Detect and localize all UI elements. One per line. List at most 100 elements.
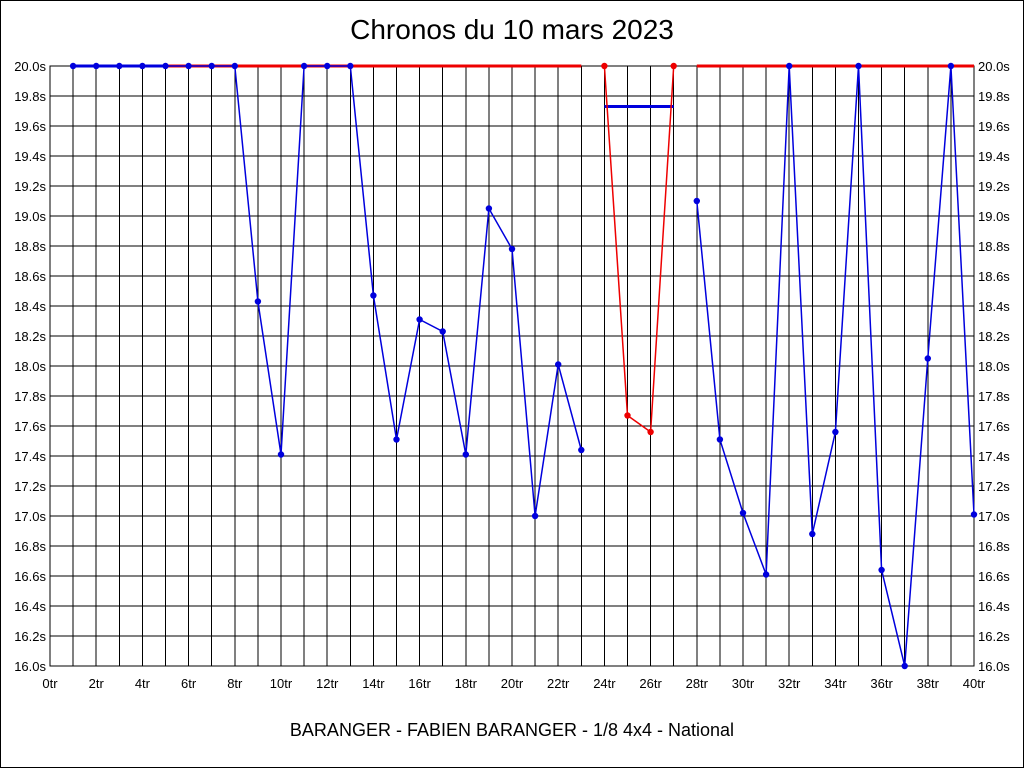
y-tick-label-right: 17.6s xyxy=(978,419,1010,434)
data-point xyxy=(693,197,700,205)
x-tick-label: 14tr xyxy=(362,676,385,691)
x-tick-label: 8tr xyxy=(227,676,243,691)
y-tick-label-left: 19.4s xyxy=(14,149,46,164)
x-tick-label: 26tr xyxy=(639,676,662,691)
data-point xyxy=(162,62,169,70)
x-tick-label: 18tr xyxy=(455,676,478,691)
y-tick-label-left: 19.0s xyxy=(14,209,46,224)
data-point xyxy=(970,511,978,518)
data-point xyxy=(254,298,262,305)
y-tick-label-left: 16.4s xyxy=(14,599,46,614)
x-tick-label: 40tr xyxy=(963,676,986,691)
data-point xyxy=(901,662,908,670)
data-point xyxy=(624,412,631,419)
y-tick-label-right: 16.2s xyxy=(978,629,1010,644)
y-tick-label-right: 18.2s xyxy=(978,329,1010,344)
data-point xyxy=(139,62,146,70)
x-tick-label: 6tr xyxy=(181,676,197,691)
data-point xyxy=(393,436,400,443)
y-tick-label-right: 16.4s xyxy=(978,599,1010,614)
data-point xyxy=(93,62,100,70)
x-tick-label: 0tr xyxy=(42,676,58,691)
y-tick-label-left: 17.4s xyxy=(14,449,46,464)
y-tick-label-right: 16.8s xyxy=(978,539,1010,554)
data-point xyxy=(508,245,516,253)
x-tick-label: 24tr xyxy=(593,676,616,691)
y-tick-label-right: 17.4s xyxy=(978,449,1010,464)
y-tick-label-right: 17.8s xyxy=(978,389,1010,404)
y-tick-label-left: 18.8s xyxy=(14,239,46,254)
x-tick-label: 16tr xyxy=(408,676,431,691)
data-point xyxy=(347,62,354,70)
data-point xyxy=(670,62,677,70)
data-point xyxy=(531,512,539,520)
y-tick-label-right: 19.8s xyxy=(978,89,1010,104)
data-point xyxy=(231,62,238,70)
data-point xyxy=(416,316,423,323)
y-tick-label-left: 16.2s xyxy=(14,629,46,644)
y-tick-label-right: 19.4s xyxy=(978,149,1010,164)
data-point xyxy=(185,62,192,70)
x-tick-label: 38tr xyxy=(917,676,940,691)
x-tick-label: 4tr xyxy=(135,676,151,691)
data-point xyxy=(947,62,955,70)
data-point xyxy=(878,566,885,574)
y-tick-label-right: 20.0s xyxy=(978,59,1010,74)
chart-footer: BARANGER - FABIEN BARANGER - 1/8 4x4 - N… xyxy=(289,720,735,740)
data-point xyxy=(832,428,839,436)
x-tick-label: 34tr xyxy=(824,676,847,691)
y-tick-label-left: 17.0s xyxy=(14,509,46,524)
y-tick-label-left: 18.2s xyxy=(14,329,46,344)
tick-labels: 0tr 2tr 4tr 6tr 8tr 10tr 12tr 14tr 16tr 18tr 20tr 2… xyxy=(14,59,1010,691)
y-tick-label-right: 16.0s xyxy=(978,659,1010,674)
data-point xyxy=(601,62,608,70)
grid-lines xyxy=(49,65,975,667)
y-tick-label-right: 19.2s xyxy=(978,179,1010,194)
x-tick-label: 32tr xyxy=(778,676,801,691)
data-point xyxy=(439,328,446,335)
x-tick-label: 22tr xyxy=(547,676,570,691)
y-tick-label-right: 19.6s xyxy=(978,119,1010,134)
x-tick-label: 10tr xyxy=(270,676,293,691)
data-point xyxy=(578,446,585,454)
y-tick-label-left: 16.0s xyxy=(14,659,46,674)
data-point xyxy=(116,62,123,70)
y-tick-label-right: 16.6s xyxy=(978,569,1010,584)
y-tick-label-left: 18.0s xyxy=(14,359,46,374)
x-tick-label: 2tr xyxy=(89,676,105,691)
y-tick-label-right: 18.4s xyxy=(978,299,1010,314)
data-point xyxy=(324,62,331,70)
data-point xyxy=(786,62,793,70)
data-point xyxy=(647,428,654,436)
y-tick-label-left: 19.8s xyxy=(14,89,46,104)
data-point xyxy=(809,530,816,538)
x-tick-label: 20tr xyxy=(501,676,524,691)
y-tick-label-left: 18.6s xyxy=(14,269,46,284)
data-point xyxy=(924,355,931,362)
y-tick-label-left: 17.2s xyxy=(14,479,46,494)
y-tick-label-right: 17.0s xyxy=(978,509,1010,524)
data-point xyxy=(69,62,77,70)
data-point xyxy=(739,509,747,517)
y-tick-label-left: 17.8s xyxy=(14,389,46,404)
y-tick-label-left: 16.8s xyxy=(14,539,46,554)
data-point xyxy=(462,451,469,458)
y-tick-label-right: 18.8s xyxy=(978,239,1010,254)
data-point xyxy=(277,451,285,458)
x-tick-label: 30tr xyxy=(732,676,755,691)
data-point xyxy=(208,62,215,70)
y-tick-label-left: 17.6s xyxy=(14,419,46,434)
y-tick-label-left: 18.4s xyxy=(14,299,46,314)
y-tick-label-right: 18.6s xyxy=(978,269,1010,284)
y-tick-label-left: 19.6s xyxy=(14,119,46,134)
y-tick-label-right: 18.0s xyxy=(978,359,1010,374)
data-point xyxy=(762,571,770,578)
x-tick-label: 36tr xyxy=(870,676,893,691)
data-point xyxy=(716,436,724,443)
y-tick-label-left: 16.6s xyxy=(14,569,46,584)
data-point xyxy=(555,361,562,368)
data-point xyxy=(485,205,493,212)
data-point xyxy=(300,62,308,70)
y-tick-label-left: 20.0s xyxy=(14,59,46,74)
reference-lines xyxy=(73,64,974,108)
